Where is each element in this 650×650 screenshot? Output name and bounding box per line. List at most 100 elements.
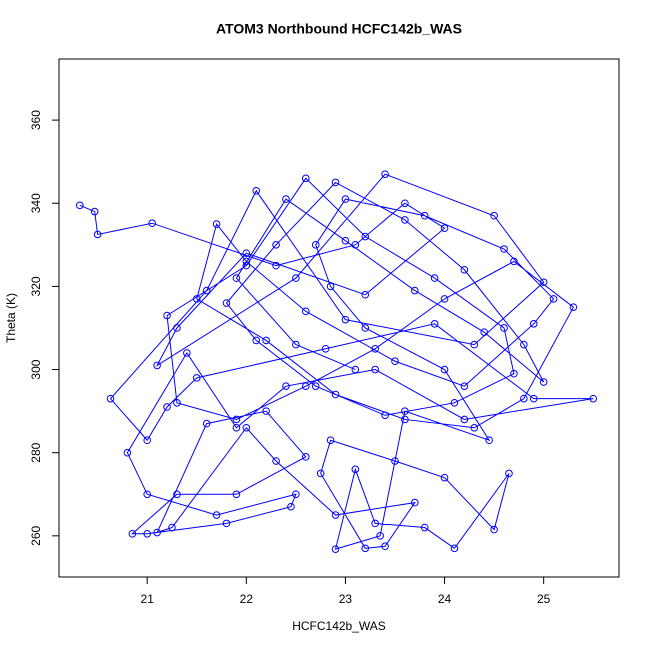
point (232, 274, 241, 282)
point (242, 249, 251, 257)
point (232, 415, 241, 424)
point (520, 340, 528, 349)
x-tick-label: 25 (537, 592, 551, 606)
y-tick-label: 320 (29, 276, 43, 296)
point (411, 286, 419, 295)
point (490, 211, 498, 220)
x-tick-label: 23 (339, 592, 353, 606)
point (331, 178, 340, 187)
point (143, 529, 152, 538)
point (510, 257, 518, 266)
point (401, 199, 409, 208)
point (381, 542, 389, 551)
point (326, 282, 335, 291)
point (430, 320, 439, 328)
point (321, 344, 330, 353)
point (480, 328, 489, 336)
point (163, 311, 171, 320)
point (460, 415, 469, 424)
point (520, 394, 528, 403)
point (292, 340, 300, 349)
point (212, 511, 221, 519)
point (381, 411, 389, 420)
point (361, 290, 370, 299)
y-tick-label: 360 (29, 110, 43, 130)
point (326, 436, 335, 445)
point (411, 498, 419, 507)
point (440, 295, 449, 303)
point (262, 336, 270, 345)
point (301, 174, 310, 183)
point (311, 382, 320, 390)
point (163, 403, 171, 411)
point (510, 369, 518, 378)
point (242, 423, 251, 432)
point (242, 261, 251, 270)
point (128, 529, 137, 538)
point (282, 195, 290, 203)
y-tick-label: 260 (29, 526, 43, 546)
point (123, 448, 132, 457)
point (391, 357, 399, 366)
y-tick-label: 280 (29, 442, 43, 462)
point (148, 219, 156, 228)
point (341, 315, 350, 324)
point (242, 257, 251, 266)
point (76, 201, 84, 210)
point (272, 241, 280, 249)
point (287, 502, 295, 511)
point (272, 261, 280, 270)
point (470, 423, 479, 432)
point (331, 511, 340, 519)
point (500, 245, 508, 253)
point (500, 324, 508, 332)
point (262, 407, 270, 415)
point (569, 303, 578, 311)
point (341, 236, 350, 245)
point (361, 232, 370, 241)
point (192, 374, 201, 382)
point (450, 399, 459, 407)
point (93, 230, 102, 239)
point (371, 344, 379, 353)
point (376, 532, 384, 540)
point (316, 469, 325, 478)
point (202, 419, 211, 428)
point (192, 295, 201, 303)
point (539, 378, 548, 386)
point (301, 453, 310, 461)
point (331, 545, 340, 553)
point (420, 523, 429, 532)
point (202, 286, 211, 295)
point (401, 415, 409, 424)
series-line (79, 173, 594, 550)
point (351, 241, 360, 249)
point (430, 274, 439, 282)
point (301, 307, 310, 316)
point (401, 407, 409, 415)
point (529, 320, 538, 328)
point (460, 265, 469, 274)
point (505, 469, 513, 478)
point (351, 365, 360, 374)
point (173, 490, 181, 499)
point (252, 336, 261, 345)
point (272, 457, 280, 465)
point (371, 365, 379, 374)
point (301, 382, 310, 390)
point (292, 274, 300, 282)
point (341, 195, 350, 203)
y-axis-label: Theta (K) (4, 293, 18, 343)
point (153, 361, 161, 370)
point (440, 473, 449, 482)
point (143, 436, 152, 445)
point (282, 382, 290, 390)
point (381, 170, 389, 178)
point (173, 324, 181, 332)
point (232, 423, 241, 432)
x-axis-label: HCFC142b_WAS (292, 619, 386, 633)
plot-box (58, 58, 620, 578)
point (401, 216, 409, 224)
point (539, 278, 548, 287)
